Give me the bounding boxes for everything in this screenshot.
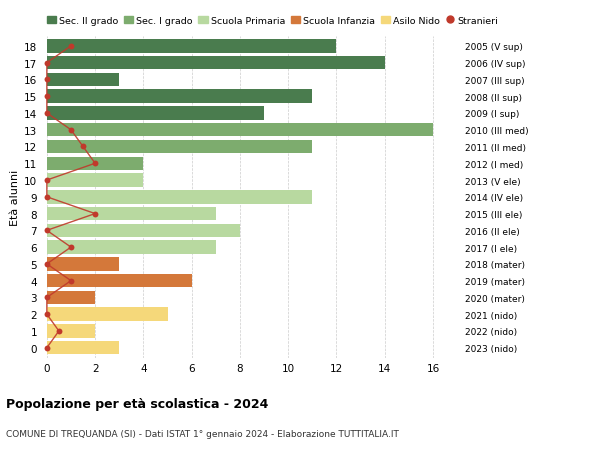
Point [66,127,76,134]
Bar [47,291,95,304]
Point [66,277,76,285]
Text: Popolazione per età scolastica - 2024: Popolazione per età scolastica - 2024 [6,397,268,410]
Bar [47,341,119,355]
Point [42,93,52,101]
Point [91,160,100,168]
Bar [47,90,313,104]
Point [42,177,52,185]
Point [42,261,52,268]
Bar [47,124,433,137]
Legend: Sec. II grado, Sec. I grado, Scuola Primaria, Scuola Infanzia, Asilo Nido, Stran: Sec. II grado, Sec. I grado, Scuola Prim… [47,17,499,26]
Point [42,311,52,318]
Point [42,344,52,352]
Bar [47,325,95,338]
Bar [47,40,337,53]
Point [91,210,100,218]
Point [66,244,76,251]
Bar [47,207,216,221]
Point [42,294,52,302]
Bar [47,157,143,171]
Point [42,60,52,67]
Bar [47,73,119,87]
Bar [47,57,385,70]
Bar [47,190,313,204]
Point [42,110,52,118]
Y-axis label: Età alunni: Età alunni [10,169,20,225]
Bar [47,224,240,237]
Point [66,43,76,50]
Point [42,77,52,84]
Bar [47,107,264,120]
Point [42,194,52,201]
Point [54,328,64,335]
Text: COMUNE DI TREQUANDA (SI) - Dati ISTAT 1° gennaio 2024 - Elaborazione TUTTITALIA.: COMUNE DI TREQUANDA (SI) - Dati ISTAT 1°… [6,429,399,438]
Bar [47,257,119,271]
Point [78,144,88,151]
Bar [47,308,167,321]
Point [42,227,52,235]
Bar [47,241,216,254]
Bar [47,174,143,187]
Bar [47,274,191,288]
Bar [47,140,313,154]
